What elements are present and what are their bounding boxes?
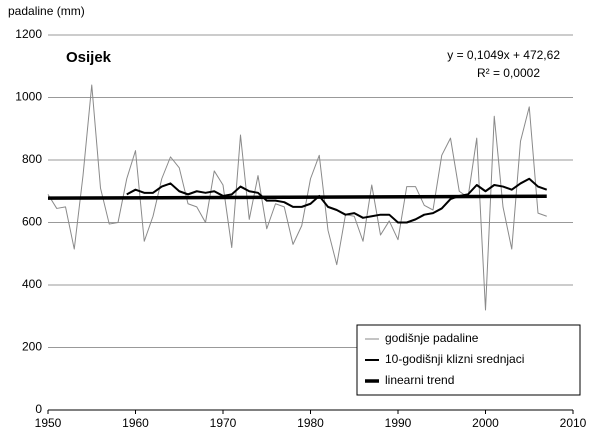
y-tick-label: 400 — [22, 277, 42, 291]
x-tick-label: 2000 — [472, 416, 499, 430]
legend-label: godišnje padaline — [385, 331, 479, 345]
y-axis-label: padaline (mm) — [8, 4, 85, 18]
legend-box — [356, 324, 581, 396]
x-tick-label: 2010 — [560, 416, 587, 430]
r-squared: R² = 0,0002 — [477, 66, 540, 80]
y-tick-label: 1000 — [15, 90, 42, 104]
x-tick-label: 1960 — [122, 416, 149, 430]
y-tick-label: 800 — [22, 152, 42, 166]
x-tick-label: 1980 — [297, 416, 324, 430]
station-label: Osijek — [66, 49, 112, 66]
x-tick-label: 1990 — [385, 416, 412, 430]
y-tick-label: 1200 — [15, 27, 42, 41]
data-line — [126, 177, 548, 224]
legend-label: 10-godišnji klizni srednjaci — [385, 352, 524, 366]
x-tick-label: 1950 — [35, 416, 62, 430]
y-tick-label: 200 — [22, 340, 42, 354]
equation: y = 0,1049x + 472,62 — [447, 48, 560, 62]
legend-label: linearni trend — [385, 373, 454, 387]
data-line — [47, 194, 547, 200]
x-tick-label: 1970 — [210, 416, 237, 430]
y-tick-label: 0 — [35, 402, 42, 416]
y-tick-label: 600 — [22, 215, 42, 229]
